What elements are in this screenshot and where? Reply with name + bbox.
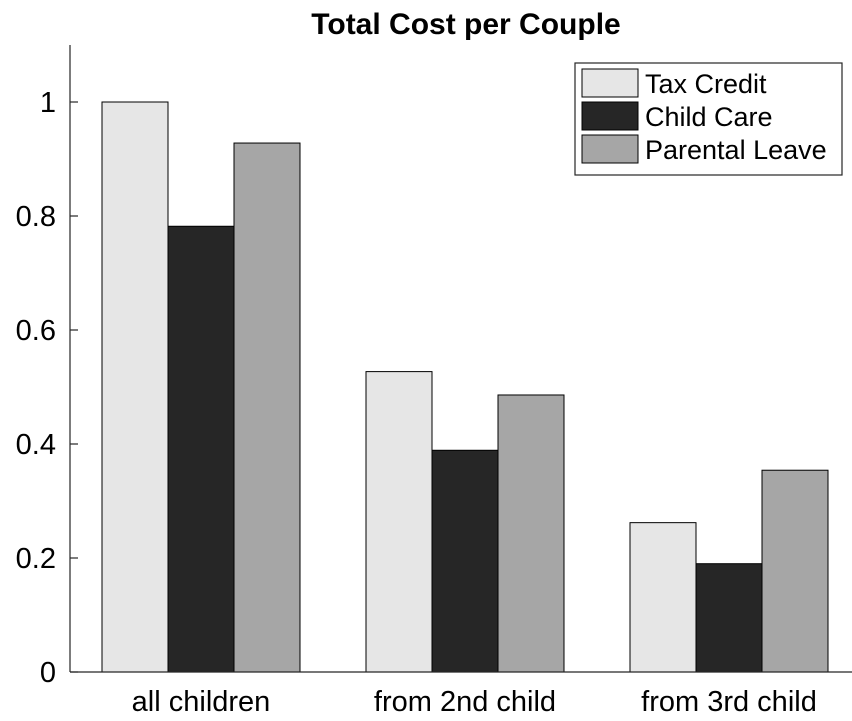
legend-swatch-tax-credit <box>581 68 639 98</box>
y-tick-label: 0.2 <box>16 543 56 575</box>
x-tick-label: from 3rd child <box>641 686 817 718</box>
legend-label-parental-leave: Parental Leave <box>645 135 827 165</box>
legend-label-tax-credit: Tax Credit <box>645 69 767 99</box>
chart-title: Total Cost per Couple <box>311 8 620 41</box>
y-ticks: 0 0.2 0.4 0.6 0.8 1 <box>16 87 78 689</box>
y-tick-label: 1 <box>40 87 56 119</box>
legend-label-child-care: Child Care <box>645 102 773 132</box>
y-tick-label: 0.6 <box>16 315 56 347</box>
y-tick-label: 0 <box>40 657 56 689</box>
x-ticks: all children from 2nd child from 3rd child <box>132 664 817 718</box>
bars-layer <box>101 101 829 673</box>
y-tick-label: 0.8 <box>16 201 56 233</box>
bar-parental-leave-from-2nd-child <box>497 394 565 673</box>
bar-child-care-from-3rd-child <box>695 563 763 673</box>
bar-parental-leave-all-children <box>233 142 301 673</box>
bar-tax-credit-from-2nd-child <box>365 371 433 673</box>
bar-child-care-all-children <box>167 225 235 673</box>
bar-parental-leave-from-3rd-child <box>761 469 829 673</box>
y-tick-label: 0.4 <box>16 429 56 461</box>
bar-tax-credit-from-3rd-child <box>629 522 697 673</box>
x-tick-label: all children <box>132 686 271 718</box>
legend-swatch-child-care <box>581 101 639 131</box>
bar-child-care-from-2nd-child <box>431 449 499 673</box>
legend-swatch-parental-leave <box>581 134 639 164</box>
axes <box>69 45 852 673</box>
bar-tax-credit-all-children <box>101 101 169 673</box>
x-tick-label: from 2nd child <box>374 686 556 718</box>
